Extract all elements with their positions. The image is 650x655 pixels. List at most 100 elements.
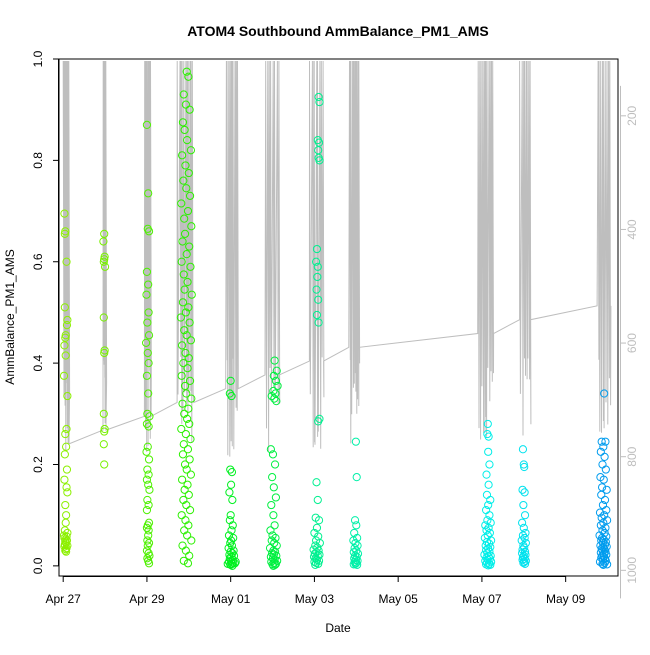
data-point — [352, 473, 361, 482]
data-point — [182, 389, 191, 398]
data-point — [599, 560, 608, 569]
x-axis-label: Date — [325, 621, 351, 635]
data-point — [178, 237, 187, 246]
data-point — [60, 209, 69, 218]
data-point — [99, 237, 108, 246]
data-point — [266, 526, 275, 535]
data-point — [143, 409, 152, 418]
data-point — [518, 518, 527, 527]
data-point — [314, 92, 323, 102]
data-point — [228, 561, 237, 570]
data-point — [178, 475, 187, 484]
y-tick-label: 0.6 — [31, 253, 45, 270]
data-point — [600, 452, 609, 461]
data-point — [519, 558, 528, 567]
data-point — [60, 303, 69, 312]
data-point — [144, 280, 153, 289]
data-point — [484, 559, 494, 568]
data-point — [486, 518, 495, 527]
data-point — [315, 156, 324, 165]
data-point — [185, 191, 195, 200]
data-point — [180, 125, 189, 135]
data-point — [61, 546, 70, 555]
data-point — [521, 538, 530, 548]
x-tick-label: May 05 — [378, 592, 418, 606]
data-point — [484, 480, 493, 489]
data-point — [183, 364, 192, 373]
data-point — [178, 118, 188, 127]
data-point — [312, 478, 321, 487]
data-point — [100, 427, 109, 436]
chart-title: ATOM4 Southbound AmmBalance_PM1_AMS — [187, 23, 489, 39]
data-point — [267, 536, 276, 545]
data-point — [144, 526, 153, 535]
data-point — [180, 326, 189, 335]
data-point — [485, 511, 494, 520]
data-point — [178, 450, 188, 459]
data-point — [179, 270, 188, 279]
data-point — [484, 561, 493, 570]
data-point — [61, 429, 70, 439]
data-point — [350, 516, 360, 525]
data-point — [312, 523, 322, 532]
data-point — [227, 391, 236, 401]
data-point — [179, 90, 188, 99]
data-point — [184, 303, 193, 312]
data-point — [142, 371, 152, 380]
data-point — [144, 455, 154, 464]
data-point — [269, 511, 278, 520]
data-point — [520, 488, 529, 497]
data-point — [177, 199, 186, 208]
data-point — [63, 488, 72, 497]
data-point — [99, 440, 108, 449]
data-point — [312, 310, 322, 320]
data-point — [271, 376, 280, 385]
x-tick-label: May 07 — [462, 592, 502, 606]
data-point — [143, 318, 152, 327]
data-point — [142, 506, 152, 515]
data-point — [185, 376, 195, 385]
data-point — [179, 440, 188, 449]
data-point — [145, 412, 154, 421]
data-point — [61, 500, 70, 510]
data-point — [142, 523, 152, 532]
data-point — [100, 348, 109, 358]
data-point — [270, 521, 279, 530]
data-point — [100, 460, 109, 469]
data-point — [62, 483, 71, 492]
data-point — [177, 257, 186, 266]
data-point — [599, 543, 608, 552]
data-point — [142, 419, 152, 429]
data-point — [601, 465, 610, 474]
data-point — [602, 485, 611, 494]
data-point — [183, 414, 192, 423]
data-point — [268, 473, 277, 482]
data-point — [100, 262, 110, 271]
data-point — [314, 295, 323, 304]
data-point — [269, 561, 278, 570]
data-point — [62, 465, 72, 474]
data-point — [482, 470, 491, 479]
data-point — [142, 338, 151, 347]
data-point — [186, 435, 195, 444]
data-point — [185, 551, 194, 560]
data-point — [269, 483, 278, 492]
x-tick-label: May 01 — [211, 592, 251, 606]
data-point — [597, 437, 606, 446]
data-point — [313, 495, 322, 505]
y-tick-label: 1.0 — [31, 50, 45, 67]
data-point — [99, 313, 108, 322]
data-point — [352, 521, 361, 530]
data-point — [224, 531, 234, 540]
data-point — [186, 336, 195, 345]
data-point — [268, 450, 278, 459]
data-point — [601, 523, 610, 532]
data-point — [186, 262, 195, 271]
data-point — [185, 318, 194, 327]
data-point — [61, 351, 70, 360]
data-point — [183, 277, 192, 287]
data-point — [184, 168, 193, 178]
data-point — [180, 381, 190, 391]
data-point — [182, 250, 191, 259]
